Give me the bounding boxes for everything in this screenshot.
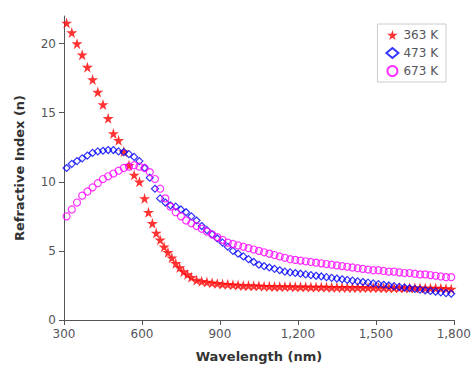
svg-text:300: 300 bbox=[53, 327, 76, 341]
svg-text:0: 0 bbox=[48, 313, 56, 327]
svg-text:Wavelength (nm): Wavelength (nm) bbox=[196, 349, 322, 364]
svg-text:10: 10 bbox=[41, 175, 56, 189]
svg-text:363 K: 363 K bbox=[403, 28, 439, 42]
svg-text:1,500: 1,500 bbox=[359, 327, 393, 341]
svg-text:15: 15 bbox=[41, 106, 56, 120]
svg-text:5: 5 bbox=[48, 244, 56, 258]
svg-text:600: 600 bbox=[131, 327, 154, 341]
svg-text:1,800: 1,800 bbox=[437, 327, 471, 341]
svg-text:Refractive Index (n): Refractive Index (n) bbox=[12, 95, 27, 241]
svg-text:900: 900 bbox=[208, 327, 231, 341]
svg-text:20: 20 bbox=[41, 37, 56, 51]
svg-text:473 K: 473 K bbox=[403, 46, 439, 60]
svg-text:673 K: 673 K bbox=[403, 64, 439, 78]
svg-text:1,200: 1,200 bbox=[281, 327, 315, 341]
